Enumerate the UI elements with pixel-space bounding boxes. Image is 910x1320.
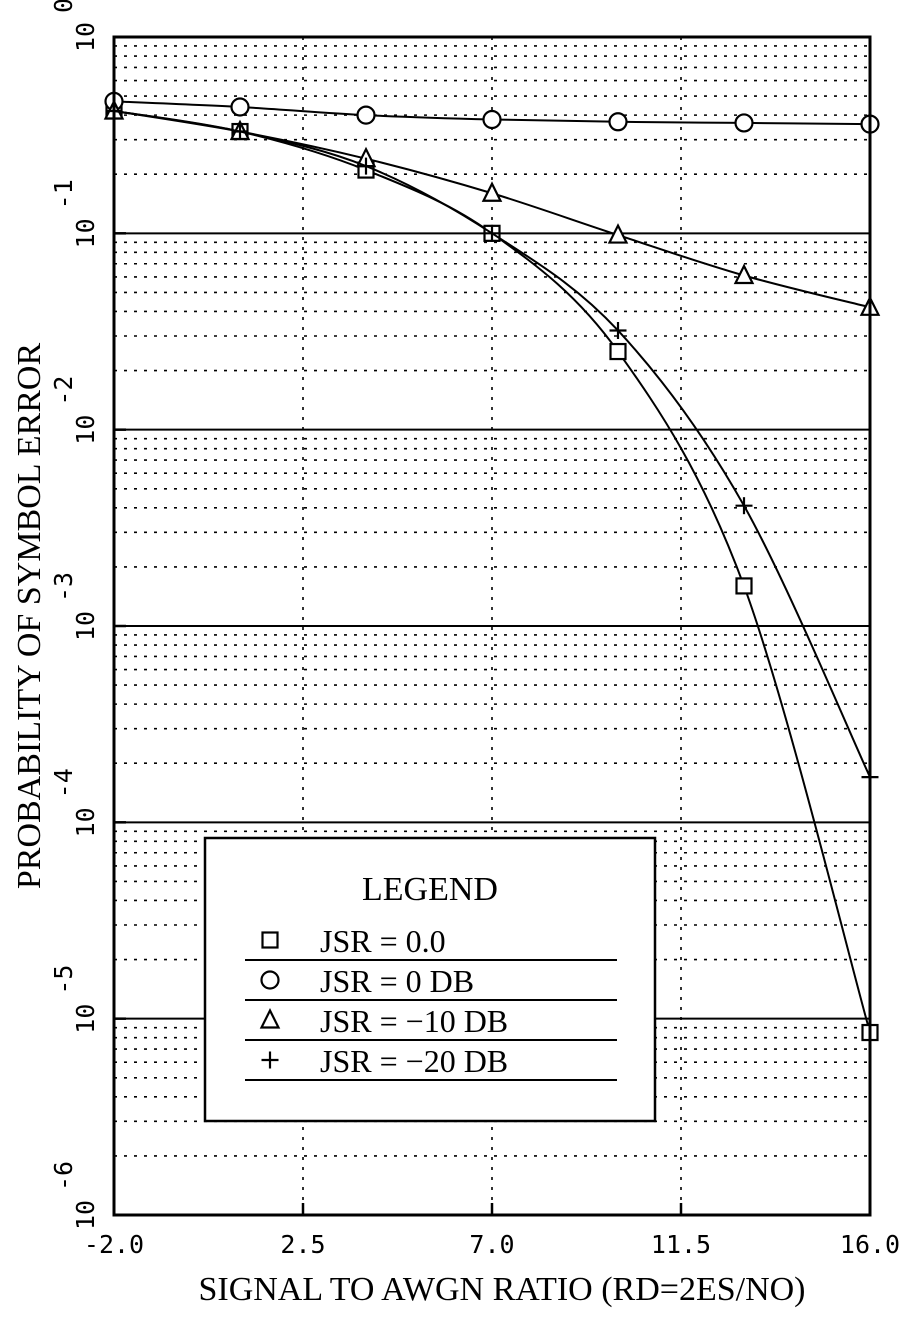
triangle-marker <box>259 1008 281 1029</box>
y-tick-exponent: -3 <box>49 572 78 602</box>
y-tick-base: 10 <box>71 1004 100 1034</box>
y-tick-label: 10 0 <box>49 0 100 52</box>
legend-title: LEGEND <box>362 871 498 908</box>
y-tick-label: 10-2 <box>49 376 100 445</box>
x-tick-label: 16.0 <box>840 1230 900 1259</box>
plus-marker <box>483 224 501 242</box>
circle-marker <box>734 113 754 133</box>
legend-entry: JSR = 0.0 <box>245 923 617 961</box>
y-tick-label: 10-5 <box>49 965 100 1034</box>
legend-entry: JSR = 0 DB <box>245 963 617 1001</box>
y-tick-base: 10 <box>71 22 100 52</box>
circle-marker <box>260 970 280 990</box>
y-tick-base: 10 <box>71 1200 100 1230</box>
circle-marker <box>230 97 250 117</box>
series-plus <box>105 102 879 786</box>
plus-marker <box>261 1051 279 1069</box>
x-tick-label: 11.5 <box>651 1230 711 1259</box>
series-line <box>113 109 871 778</box>
legend-entry: JSR = −20 DB <box>245 1043 617 1081</box>
y-tick-base: 10 <box>71 218 100 248</box>
circle-marker <box>356 105 376 125</box>
plot-series <box>103 91 881 1042</box>
plus-marker <box>357 157 375 175</box>
y-tick-label: 10-4 <box>49 768 100 837</box>
y-tick-label: 10-3 <box>49 572 100 641</box>
y-axis-title: PROBABILITY OF SYMBOL ERROR <box>11 343 48 890</box>
plus-marker <box>231 123 249 141</box>
y-tick-exponent: -4 <box>49 768 78 798</box>
legend-entry: JSR = −10 DB <box>245 1003 617 1041</box>
y-tick-base: 10 <box>71 415 100 445</box>
y-tick-base: 10 <box>71 611 100 641</box>
y-tick-base: 10 <box>71 807 100 837</box>
triangle-marker <box>607 223 629 244</box>
x-axis-title: SIGNAL TO AWGN RATIO (RD=2ES/NO) <box>198 1271 805 1308</box>
square-marker <box>735 577 753 595</box>
legend-label: JSR = 0.0 <box>320 923 446 959</box>
axis-ticks: -2.0 2.5 7.0 11.5 16.010-610-510-410-310-210… <box>49 0 900 1259</box>
legend-label: JSR = 0 DB <box>320 963 474 999</box>
plus-marker <box>609 321 627 339</box>
x-tick-label: -2.0 <box>84 1230 144 1259</box>
y-tick-exponent: 0 <box>49 0 78 13</box>
circle-marker <box>482 109 502 130</box>
legend-label: JSR = −20 DB <box>320 1043 508 1079</box>
y-tick-exponent: -6 <box>49 1161 78 1191</box>
legend-label: JSR = −10 DB <box>320 1003 508 1039</box>
triangle-marker <box>733 263 755 285</box>
plus-marker <box>735 497 753 515</box>
y-tick-label: 10-1 <box>49 179 100 248</box>
circle-marker <box>608 112 628 132</box>
square-marker <box>261 931 279 949</box>
y-tick-label: 10-6 <box>49 1161 100 1230</box>
legend-box <box>203 836 657 1123</box>
y-tick-exponent: -5 <box>49 965 78 995</box>
series-circle <box>104 91 880 134</box>
y-tick-exponent: -2 <box>49 376 78 406</box>
x-tick-label: 2.5 <box>280 1230 325 1259</box>
triangle-marker <box>481 181 503 202</box>
y-tick-exponent: -1 <box>49 179 78 209</box>
square-marker <box>609 342 627 361</box>
legend-entries: JSR = 0.0 JSR = 0 DB JSR = −10 DB JSR = −20… <box>245 923 617 1081</box>
x-tick-label: 7.0 <box>469 1230 514 1259</box>
